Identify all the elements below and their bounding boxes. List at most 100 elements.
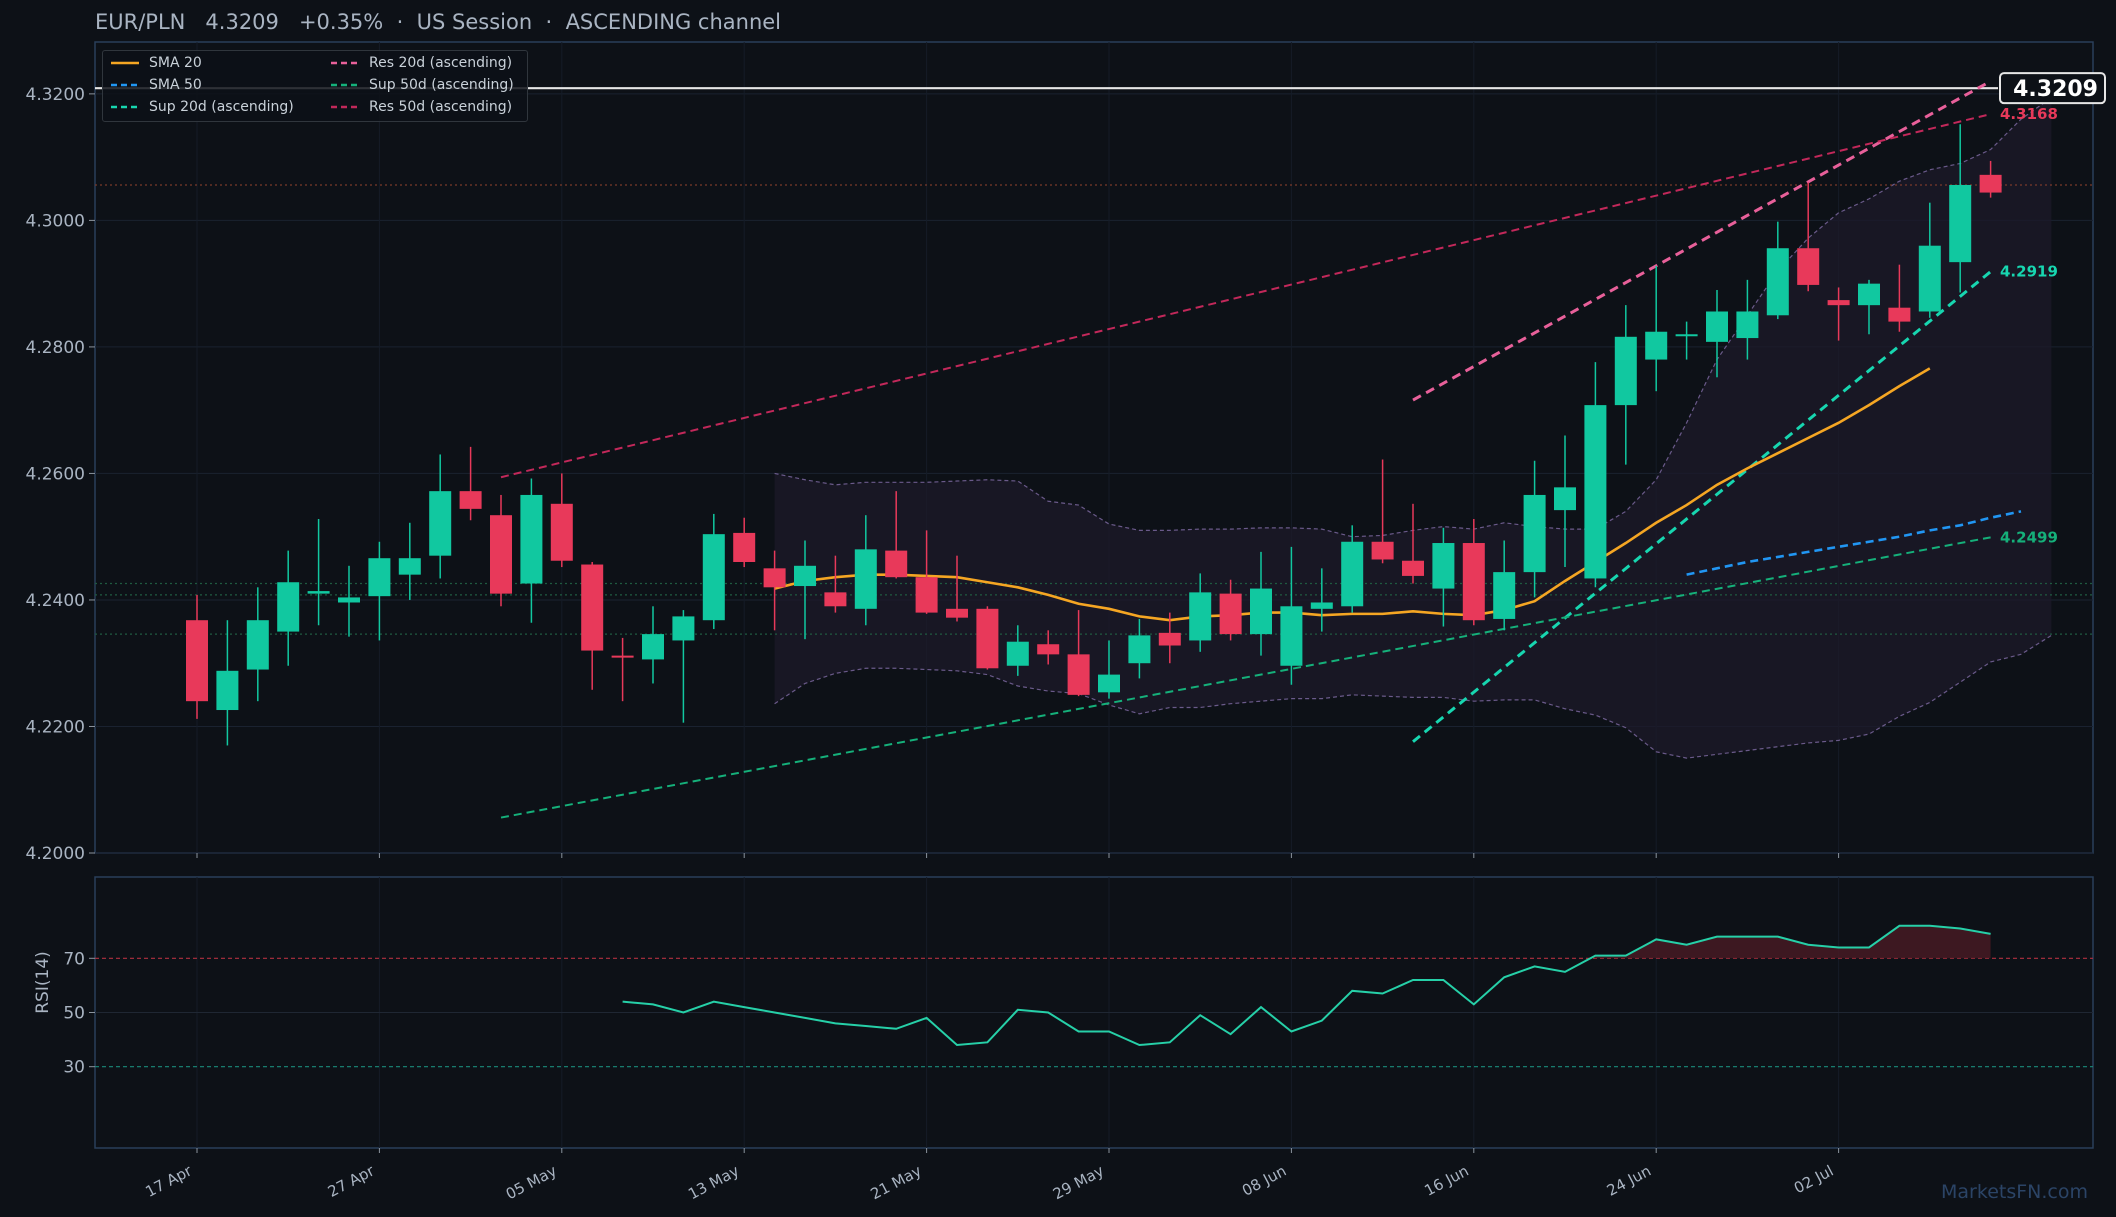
x-tick-label: 17 Apr [142, 1161, 195, 1201]
candle-body [1888, 307, 1911, 322]
legend-item: SMA 20 [109, 55, 202, 71]
legend-label: Sup 20d (ascending) [149, 99, 294, 115]
candle-body [490, 515, 512, 594]
candle-body [1128, 635, 1151, 664]
candle-body [1158, 632, 1181, 646]
candle-body [186, 620, 208, 702]
x-tick-label: 29 May [1050, 1162, 1107, 1204]
candle-body [1554, 487, 1576, 511]
candle-body [976, 608, 999, 669]
symbol-label: EUR/PLN [95, 10, 186, 34]
candle-body [307, 591, 330, 594]
candle-body [1067, 654, 1090, 695]
candle-body [885, 550, 908, 578]
candle-body [1280, 606, 1303, 666]
candle-body [672, 616, 695, 641]
legend-swatch [331, 61, 359, 65]
candle-body [216, 670, 239, 711]
candle-body [1706, 311, 1728, 342]
candle-body [1949, 184, 1972, 263]
candle-body [338, 597, 360, 603]
candle-body [763, 568, 786, 588]
y-tick-label: 4.2400 [26, 591, 85, 611]
candle-body [1645, 331, 1668, 360]
candle-body [581, 564, 604, 651]
legend-label: Res 20d (ascending) [369, 55, 513, 71]
candle-body [1827, 300, 1850, 306]
candle-body [702, 534, 725, 621]
change-label: +0.35% [298, 10, 384, 34]
sma50-line [1686, 510, 2022, 576]
bollinger-band-fill [774, 97, 2052, 759]
candle-body [1736, 311, 1759, 339]
rsi-panel: 30 50 70 RSI(14) [33, 876, 2094, 1153]
x-axis: 17 Apr 27 Apr 05 May 13 May 21 May 29 May 08 J… [142, 1161, 1836, 1203]
legend-swatch [331, 105, 359, 109]
x-tick-label: 24 Jun [1604, 1162, 1654, 1200]
level-label: 4.3168 [2000, 105, 2058, 123]
price-tag-box [1999, 72, 2106, 105]
candle-body [1584, 405, 1607, 579]
trendline [500, 536, 1991, 819]
x-tick-label: 13 May [685, 1162, 742, 1204]
watermark: MarketsFN.com [1941, 1181, 2088, 1203]
candle-body [277, 582, 300, 632]
y-tick-label: 4.2600 [26, 464, 85, 484]
legend-item: Res 50d (ascending) [329, 99, 512, 115]
legend-label: Sup 50d (ascending) [369, 77, 514, 93]
rsi-axis-label: RSI(14) [33, 951, 53, 1014]
y-tick-label: 4.2200 [26, 717, 85, 737]
session-label: US Session [416, 10, 533, 34]
candle-body [1037, 644, 1060, 655]
candle-body [794, 565, 816, 587]
candle-body [854, 549, 877, 609]
candle-body [1979, 174, 2002, 193]
candle-body [1675, 334, 1698, 337]
candle-body [733, 532, 756, 563]
candle-body [824, 592, 847, 607]
legend-label: SMA 20 [149, 55, 202, 71]
candle-body [1371, 541, 1394, 560]
candle-body [1797, 248, 1820, 285]
candle-body [1219, 593, 1242, 635]
rsi-overbought-fill [1595, 925, 1991, 959]
candle-body [398, 558, 421, 575]
pattern-label: ASCENDING channel [565, 10, 782, 34]
candle-body [1006, 641, 1029, 666]
candle-body [642, 634, 664, 660]
candle-body [1493, 572, 1516, 619]
chart-title: EUR/PLN 4.3209 +0.35% · US Session · ASC… [95, 10, 781, 34]
candle-body [611, 655, 634, 658]
separator: · [396, 10, 404, 34]
y-tick-label: 4.3200 [26, 85, 85, 105]
candle-body [915, 577, 938, 613]
level-label: 4.2919 [2000, 263, 2058, 281]
chart-legend: SMA 20 Res 20d (ascending) SMA 50 Sup 50d (… [102, 50, 528, 122]
candle-body [1766, 248, 1789, 316]
x-tick-label: 21 May [868, 1162, 925, 1204]
candle-body [1918, 245, 1941, 312]
price-panel: 4.2000 4.2200 4.2400 4.2600 4.2800 4.3000 4.32… [26, 41, 2106, 864]
price-tag: 4.3209 [2013, 77, 2098, 102]
candle-body [459, 491, 482, 509]
candle-body [1310, 602, 1333, 609]
candle-body [246, 620, 269, 670]
rsi-line [622, 924, 1991, 1047]
candle-body [429, 491, 452, 556]
candle-body [550, 503, 573, 561]
candle-body [520, 494, 543, 584]
y-tick-label: 4.2800 [26, 338, 85, 358]
bollinger-lower [774, 634, 2052, 759]
price-label: 4.3209 [205, 10, 279, 34]
x-tick-label: 02 Jul [1791, 1162, 1836, 1198]
legend-item: SMA 50 [109, 77, 202, 93]
legend-item: Sup 20d (ascending) [109, 99, 294, 115]
candle-body [1250, 588, 1272, 635]
candle-body [368, 558, 391, 597]
x-tick-label: 05 May [503, 1162, 560, 1204]
trendline [1412, 79, 1992, 402]
candle-body [1098, 674, 1120, 693]
rsi-tick-label: 70 [63, 949, 85, 969]
candle-body [1614, 336, 1637, 406]
